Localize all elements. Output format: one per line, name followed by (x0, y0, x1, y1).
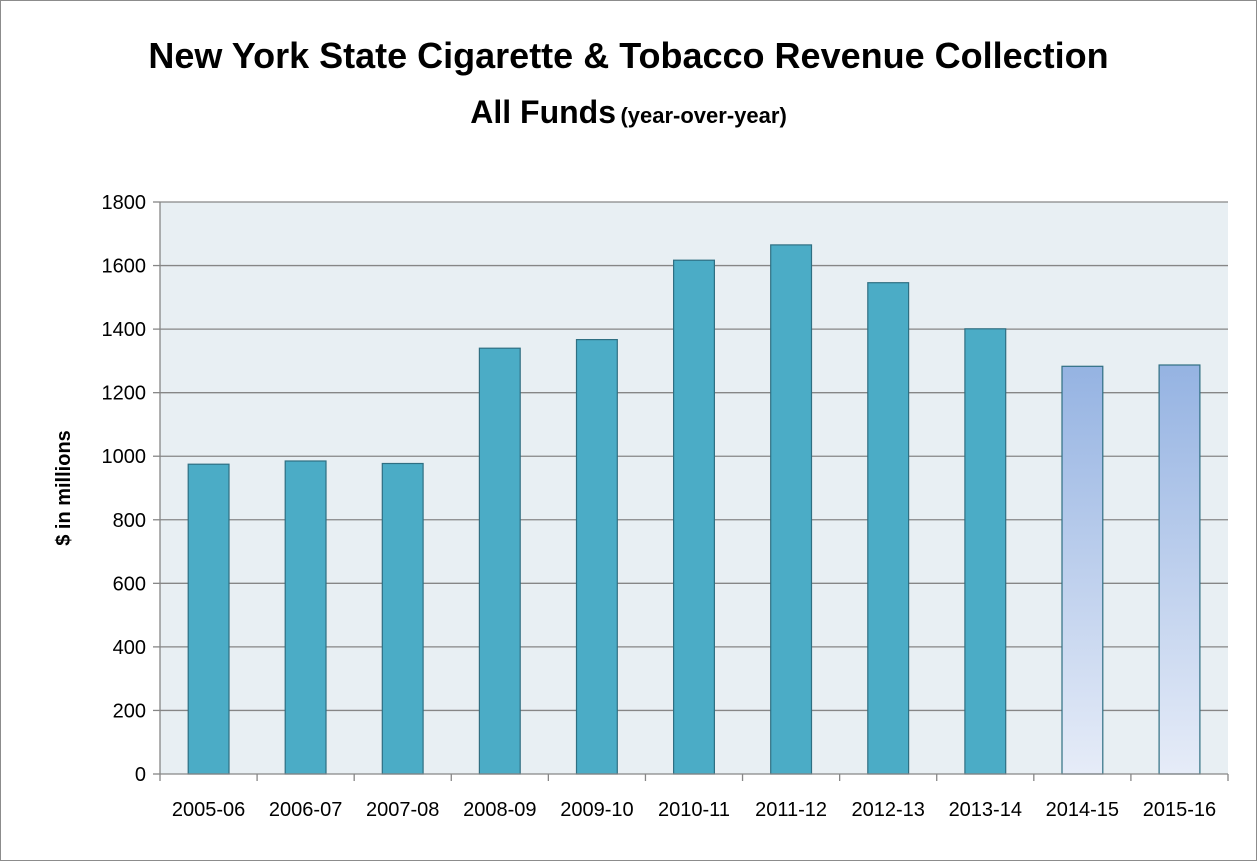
y-tick-label: 0 (135, 764, 146, 786)
x-tick-label: 2012-13 (851, 799, 924, 821)
x-tick-label: 2006-07 (269, 799, 342, 821)
bar-2005-06 (188, 464, 229, 774)
x-tick-label: 2010-11 (658, 799, 730, 821)
bar-2008-09 (479, 348, 520, 774)
y-tick-label: 200 (113, 700, 146, 722)
y-tick-label: 600 (113, 573, 146, 595)
y-tick-labels: 0 200 400 600 800 1000 1200 1400 1600 1800 (102, 192, 147, 786)
x-tick-label: 2011-12 (755, 799, 827, 821)
x-tick-label: 2015-16 (1143, 799, 1216, 821)
y-tick-label: 1200 (102, 383, 147, 405)
y-tick-label: 800 (113, 510, 146, 532)
y-tick-label: 400 (113, 637, 146, 659)
x-tick-labels: 2005-06 2006-07 2007-08 2008-09 2009-10 2010-… (172, 799, 1216, 821)
bar-2010-11 (674, 260, 715, 774)
bar-2007-08 (382, 464, 423, 775)
bar-2015-16 (1159, 365, 1200, 774)
x-tick-label: 2005-06 (172, 799, 245, 821)
y-tick-label: 1400 (102, 319, 147, 341)
bar-2014-15 (1062, 366, 1103, 774)
bar-2009-10 (577, 340, 618, 774)
bar-2006-07 (285, 461, 326, 774)
x-tick-label: 2013-14 (949, 799, 1022, 821)
x-tick-label: 2008-09 (463, 799, 536, 821)
y-axis-label: $ in millions (53, 430, 75, 546)
bar-2013-14 (965, 329, 1006, 774)
bar-2012-13 (868, 283, 909, 774)
x-tick-label: 2007-08 (366, 799, 439, 821)
bar-2011-12 (771, 245, 812, 774)
y-tick-label: 1000 (102, 446, 147, 468)
x-tick-label: 2014-15 (1046, 799, 1119, 821)
y-tick-label: 1600 (102, 256, 147, 278)
y-tick-label: 1800 (102, 192, 147, 214)
x-tick-label: 2009-10 (560, 799, 633, 821)
